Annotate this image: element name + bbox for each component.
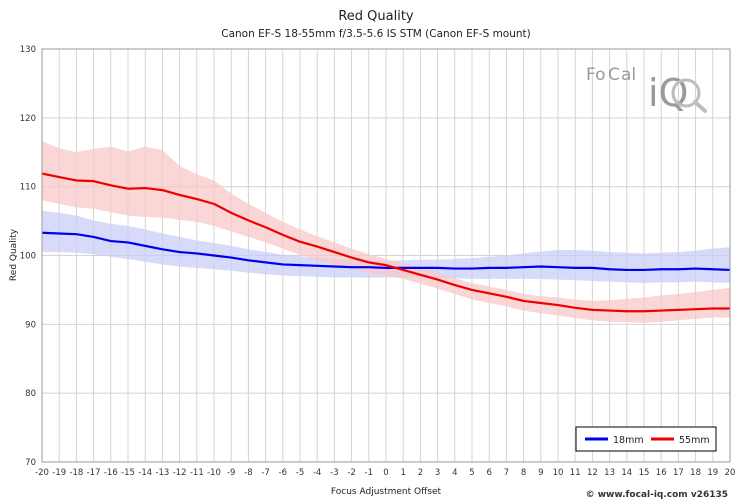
x-tick-label: 8 xyxy=(521,468,526,478)
x-tick-label: -16 xyxy=(104,468,118,478)
y-axis-label: Red Quality xyxy=(9,228,19,281)
x-tick-label: 7 xyxy=(504,468,509,478)
x-tick-label: -6 xyxy=(279,468,287,478)
x-tick-label: 1 xyxy=(400,468,405,478)
x-tick-label: -18 xyxy=(69,468,83,478)
x-tick-label: -19 xyxy=(52,468,66,478)
chart-title: Red Quality xyxy=(338,9,414,24)
x-tick-label: -12 xyxy=(173,468,187,478)
x-tick-label: -10 xyxy=(207,468,221,478)
x-tick-label: 5 xyxy=(469,468,474,478)
watermark-logo: Fo C al iQ xyxy=(586,65,707,115)
x-tick-label: 3 xyxy=(435,468,440,478)
x-tick-label: 9 xyxy=(538,468,543,478)
x-tick-label: -5 xyxy=(296,468,304,478)
magnifier-icon xyxy=(671,78,701,108)
legend: 18mm 55mm xyxy=(575,426,717,452)
watermark-text-iq: iQ xyxy=(648,71,688,115)
x-tick-label: 12 xyxy=(587,468,598,478)
confidence-bands xyxy=(42,141,730,323)
watermark-text-left: Fo xyxy=(586,65,606,85)
x-tick-label: -20 xyxy=(35,468,49,478)
chart-subtitle: Canon EF-S 18-55mm f/3.5-5.6 IS STM (Can… xyxy=(221,28,531,40)
y-tick-label: 100 xyxy=(20,252,36,262)
x-axis-label: Focus Adjustment Offset xyxy=(331,487,442,497)
x-tick-label: 20 xyxy=(725,468,736,478)
x-tick-label: 16 xyxy=(656,468,667,478)
x-tick-label: 19 xyxy=(707,468,718,478)
plot-border xyxy=(41,48,731,463)
y-tick-label: 130 xyxy=(20,45,36,55)
watermark-text-right: al xyxy=(621,65,636,85)
x-tick-label: -11 xyxy=(190,468,204,478)
band-55mm xyxy=(42,141,730,323)
series-lines xyxy=(41,172,731,313)
band-18mm xyxy=(42,210,730,284)
x-tick-label: -1 xyxy=(365,468,373,478)
x-tick-label: -4 xyxy=(313,468,321,478)
y-tick-label: 70 xyxy=(25,458,36,468)
x-tick-label: 2 xyxy=(418,468,423,478)
x-tick-label: 13 xyxy=(604,468,615,478)
x-tick-label: 4 xyxy=(452,468,457,478)
x-tick-label: 0 xyxy=(383,468,388,478)
y-tick-labels: 70 80 90 100 110 120 130 xyxy=(20,45,36,468)
x-tick-label: -3 xyxy=(330,468,338,478)
x-tick-labels: -20 -19 -18 -17 -16 -15 -14 -13 -12 -11 -10 -9 -8 -7-… xyxy=(35,468,735,478)
x-tick-label: 17 xyxy=(673,468,684,478)
y-tick-label: 110 xyxy=(20,183,36,193)
x-tick-label: -7 xyxy=(261,468,269,478)
y-tick-label: 90 xyxy=(25,320,36,330)
y-tick-label: 80 xyxy=(25,389,36,399)
series-line-18mm xyxy=(41,231,731,272)
y-tick-label: 120 xyxy=(20,114,36,124)
watermark-text-c: C xyxy=(608,65,620,85)
x-tick-label: -15 xyxy=(121,468,135,478)
x-tick-label: 15 xyxy=(639,468,650,478)
magnifier-handle-icon xyxy=(693,100,707,113)
legend-label-55mm: 55mm xyxy=(679,435,710,446)
x-tick-label: 14 xyxy=(621,468,632,478)
x-tick-label: -8 xyxy=(244,468,252,478)
footer-credit: © www.focal-iq.com v26135 xyxy=(586,490,728,500)
legend-label-18mm: 18mm xyxy=(613,435,644,446)
x-tick-label: -13 xyxy=(155,468,169,478)
x-tick-label: -17 xyxy=(87,468,101,478)
x-tick-label: -2 xyxy=(347,468,355,478)
x-tick-label: 10 xyxy=(553,468,564,478)
series-line-55mm xyxy=(41,172,730,313)
x-tick-label: 18 xyxy=(690,468,701,478)
x-tick-label: 11 xyxy=(570,468,581,478)
x-tick-label: 6 xyxy=(486,468,491,478)
x-tick-label: -14 xyxy=(138,468,152,478)
x-tick-label: -9 xyxy=(227,468,235,478)
